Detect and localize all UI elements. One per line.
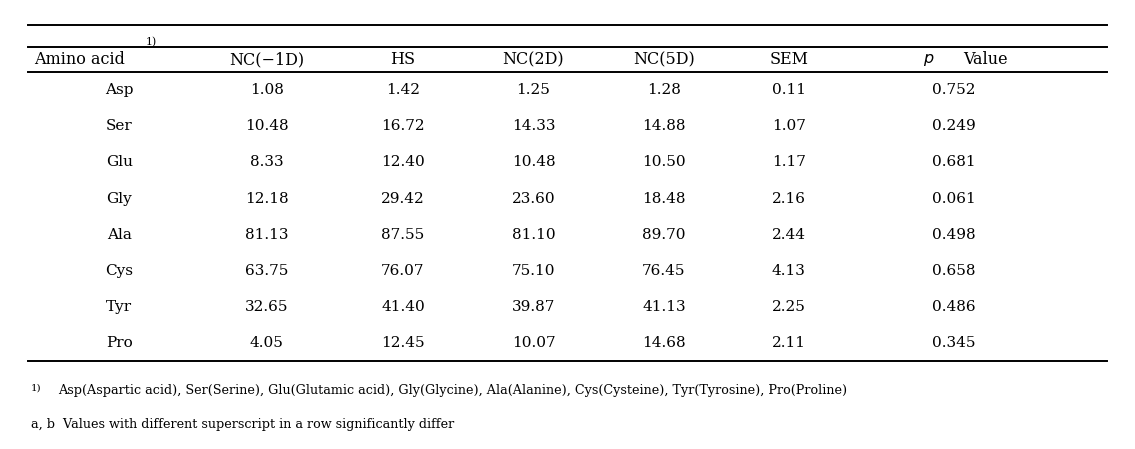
Text: 23.60: 23.60: [512, 192, 555, 206]
Text: $p$: $p$: [923, 51, 934, 68]
Text: 10.48: 10.48: [245, 119, 288, 133]
Text: Pro: Pro: [106, 336, 133, 350]
Text: Asp: Asp: [104, 83, 134, 97]
Text: 39.87: 39.87: [512, 300, 555, 314]
Text: 2.44: 2.44: [772, 228, 806, 242]
Text: Cys: Cys: [106, 264, 133, 278]
Text: 14.33: 14.33: [512, 119, 555, 133]
Text: 14.88: 14.88: [642, 119, 686, 133]
Text: 12.40: 12.40: [381, 155, 424, 169]
Text: NC(5D): NC(5D): [633, 51, 695, 68]
Text: 0.11: 0.11: [772, 83, 806, 97]
Text: 32.65: 32.65: [245, 300, 288, 314]
Text: a, b  Values with different superscript in a row significantly differ: a, b Values with different superscript i…: [31, 418, 454, 431]
Text: 29.42: 29.42: [381, 192, 424, 206]
Text: NC(−1D): NC(−1D): [229, 51, 304, 68]
Text: 8.33: 8.33: [250, 155, 284, 169]
Text: 18.48: 18.48: [642, 192, 686, 206]
Text: 81.10: 81.10: [512, 228, 555, 242]
Text: 16.72: 16.72: [381, 119, 424, 133]
Text: 1.08: 1.08: [250, 83, 284, 97]
Text: NC(2D): NC(2D): [503, 51, 564, 68]
Text: 41.13: 41.13: [642, 300, 686, 314]
Text: 2.11: 2.11: [772, 336, 806, 350]
Text: 1.07: 1.07: [772, 119, 806, 133]
Text: 87.55: 87.55: [381, 228, 424, 242]
Text: 0.249: 0.249: [932, 119, 975, 133]
Text: Value: Value: [962, 51, 1008, 68]
Text: 75.10: 75.10: [512, 264, 555, 278]
Text: 0.345: 0.345: [932, 336, 975, 350]
Text: Asp(Aspartic acid), Ser(Serine), Glu(Glutamic acid), Gly(Glycine), Ala(Alanine),: Asp(Aspartic acid), Ser(Serine), Glu(Glu…: [58, 384, 847, 397]
Text: 1.42: 1.42: [386, 83, 420, 97]
Text: 10.48: 10.48: [512, 155, 555, 169]
Text: 0.498: 0.498: [932, 228, 975, 242]
Text: 76.45: 76.45: [642, 264, 686, 278]
Text: 12.18: 12.18: [245, 192, 288, 206]
Text: 1.28: 1.28: [647, 83, 681, 97]
Text: Amino acid: Amino acid: [34, 51, 125, 68]
Text: 76.07: 76.07: [381, 264, 424, 278]
Text: 10.50: 10.50: [642, 155, 686, 169]
Text: SEM: SEM: [770, 51, 808, 68]
Text: Tyr: Tyr: [106, 300, 133, 314]
Text: 0.658: 0.658: [932, 264, 975, 278]
Text: 2.16: 2.16: [772, 192, 806, 206]
Text: 0.486: 0.486: [932, 300, 975, 314]
Text: HS: HS: [390, 51, 415, 68]
Text: 81.13: 81.13: [245, 228, 288, 242]
Text: 1.25: 1.25: [516, 83, 550, 97]
Text: 89.70: 89.70: [642, 228, 686, 242]
Text: 1): 1): [31, 384, 41, 393]
Text: Ser: Ser: [106, 119, 133, 133]
Text: 41.40: 41.40: [381, 300, 424, 314]
Text: Glu: Glu: [106, 155, 133, 169]
Text: 0.681: 0.681: [932, 155, 975, 169]
Text: 14.68: 14.68: [642, 336, 686, 350]
Text: 4.13: 4.13: [772, 264, 806, 278]
Text: 10.07: 10.07: [512, 336, 555, 350]
Text: 4.05: 4.05: [250, 336, 284, 350]
Text: Ala: Ala: [107, 228, 132, 242]
Text: 12.45: 12.45: [381, 336, 424, 350]
Text: 0.061: 0.061: [932, 192, 975, 206]
Text: 2.25: 2.25: [772, 300, 806, 314]
Text: Gly: Gly: [107, 192, 132, 206]
Text: 1): 1): [145, 37, 157, 48]
Text: 1.17: 1.17: [772, 155, 806, 169]
Text: 0.752: 0.752: [932, 83, 975, 97]
Text: 63.75: 63.75: [245, 264, 288, 278]
